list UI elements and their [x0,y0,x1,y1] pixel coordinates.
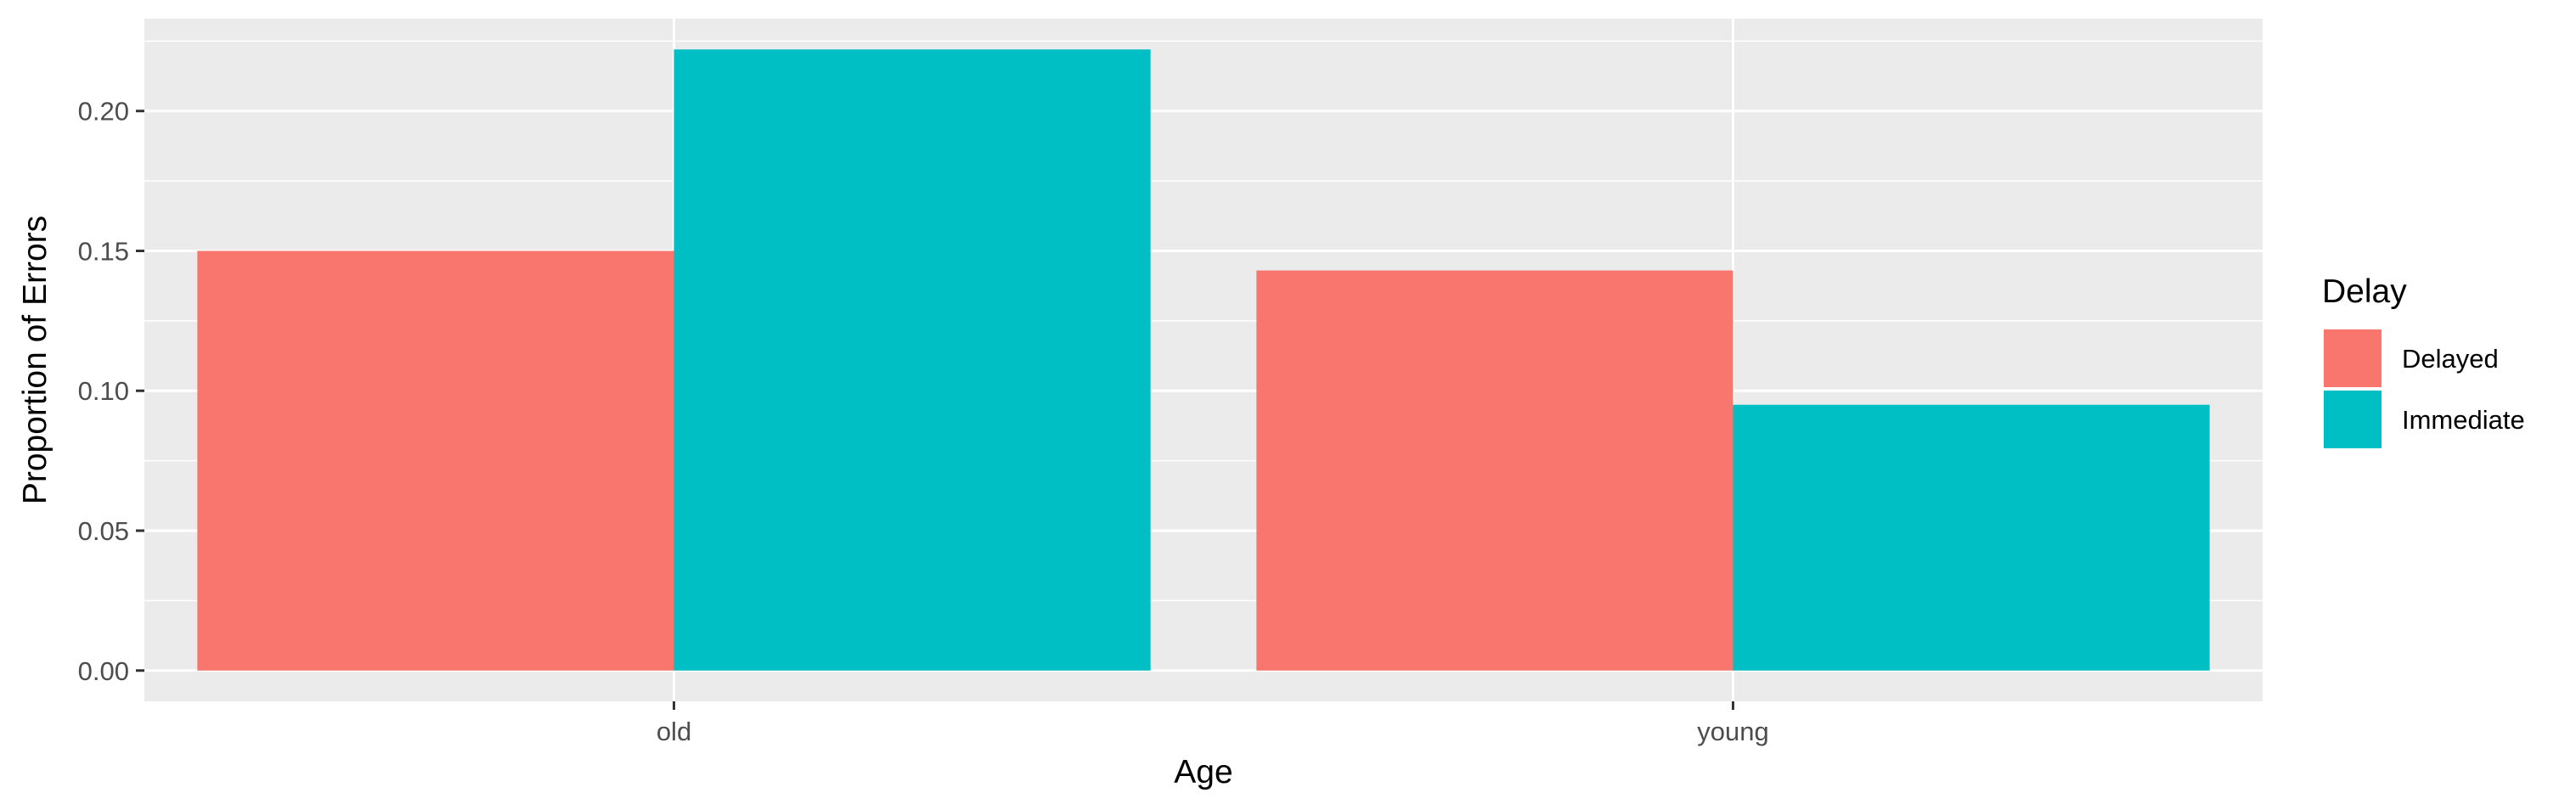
legend-key-delayed [2324,329,2382,387]
bar-delayed-old [197,250,674,671]
y-tick-label: 0.00 [78,656,129,686]
y-tick-label: 0.15 [78,236,129,266]
legend-key-immediate [2324,391,2382,448]
x-tick-label: old [657,717,691,746]
legend: Delay Delayed Immediate [2322,273,2525,448]
bar-immediate-old [674,49,1151,671]
legend-label-immediate: Immediate [2402,405,2525,435]
y-tick-label: 0.05 [78,516,129,546]
y-axis-title: Proportion of Errors [17,216,54,504]
bars [197,49,2210,671]
bar-delayed-young [1256,270,1733,671]
y-axis: 0.00 0.05 0.10 0.15 0.20 [78,97,144,686]
y-tick-label: 0.20 [78,97,129,127]
y-tick-label: 0.10 [78,376,129,406]
x-axis: old young [657,701,1769,746]
legend-title: Delay [2322,273,2407,310]
x-axis-title: Age [1174,754,1232,790]
legend-label-delayed: Delayed [2402,344,2499,374]
x-tick-label: young [1697,717,1768,746]
bar-immediate-young [1733,404,2210,671]
